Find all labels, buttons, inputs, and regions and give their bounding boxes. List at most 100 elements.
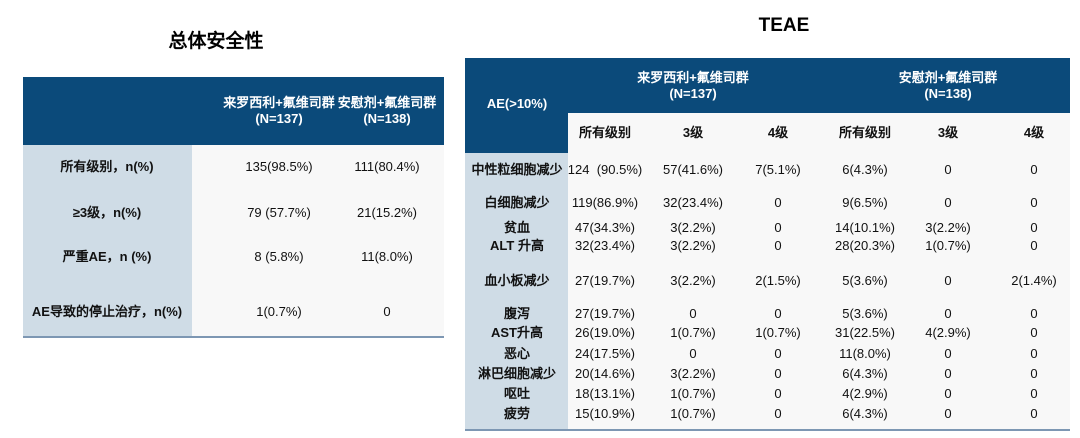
table-cell: 0: [774, 238, 782, 253]
table-cell: 124 (90.5%): [567, 162, 643, 177]
table-cell: 6(4.3%): [842, 366, 888, 381]
row-label: 腹泻: [503, 306, 531, 321]
table-cell: 28(20.3%): [835, 238, 895, 253]
table-cell: 3(2.2%): [670, 273, 716, 288]
table-cell: 3(2.2%): [670, 366, 716, 381]
table-cell: 26(19.0%): [575, 325, 635, 340]
table-cell: 119(86.9%): [571, 195, 639, 210]
table-cell: 6(4.3%): [842, 162, 888, 177]
table-cell: 135(98.5%): [245, 159, 313, 174]
subheader: 4级: [1023, 125, 1045, 140]
table-cell: 5(3.6%): [842, 306, 888, 321]
table-cell: 0: [1030, 238, 1038, 253]
row-label: 白细胞减少: [484, 195, 550, 210]
row-label: 贫血: [503, 220, 531, 235]
table-cell: 47(34.3%): [575, 220, 635, 235]
row-label: 血小板减少: [484, 273, 550, 288]
table-cell: 0: [383, 304, 391, 319]
table-cell: 0: [944, 366, 952, 381]
overall-safety-table: 来罗西利+氟维司群 (N=137) 安慰剂+氟维司群 (N=138) 所有级别，n(…: [23, 77, 444, 338]
table-cell: 21(15.2%): [357, 205, 417, 220]
table-cell: 1(0.7%): [925, 238, 971, 253]
table-cell: 14(10.1%): [835, 220, 895, 235]
label-column: [465, 153, 568, 431]
teae-table: AE(>10%) 来罗西利+氟维司群 (N=137) 安慰剂+氟维司群 (N=138…: [465, 58, 1070, 431]
table-cell: 111(80.4%): [354, 159, 420, 174]
table-cell: 18(13.1%): [575, 386, 635, 401]
table-body: [568, 153, 1070, 431]
table-cell: 0: [944, 386, 952, 401]
table-cell: 0: [944, 162, 952, 177]
table-header: [465, 58, 1070, 113]
table-cell: 0: [1030, 406, 1038, 421]
table-cell: 5(3.6%): [842, 273, 888, 288]
table-cell: 2(1.5%): [755, 273, 801, 288]
row-label: 中性粒细胞减少: [471, 162, 563, 177]
corner-header: [465, 113, 568, 153]
subheader: 4级: [767, 125, 789, 140]
table-cell: 0: [774, 220, 782, 235]
table-header: [23, 77, 444, 145]
table-cell: 0: [944, 346, 952, 361]
table-cell: 0: [944, 406, 952, 421]
row-label: AE导致的停止治疗，n(%): [31, 304, 183, 319]
row-label: 呕吐: [503, 386, 531, 401]
column-header: 安慰剂+氟维司群 (N=138): [337, 95, 437, 126]
table-cell: 0: [1030, 366, 1038, 381]
table-cell: 4(2.9%): [925, 325, 971, 340]
table-cell: 32(23.4%): [575, 238, 635, 253]
table-cell: 0: [774, 306, 782, 321]
table-cell: 1(0.7%): [670, 325, 716, 340]
table-cell: 2(1.4%): [1011, 273, 1057, 288]
column-header: 来罗西利+氟维司群 (N=137): [223, 95, 335, 126]
table-cell: 0: [774, 406, 782, 421]
table-cell: 0: [1030, 306, 1038, 321]
table-cell: 9(6.5%): [842, 195, 888, 210]
table-cell: 6(4.3%): [842, 406, 888, 421]
table-cell: 11(8.0%): [839, 346, 891, 361]
table-cell: 0: [774, 366, 782, 381]
table-cell: 27(19.7%): [575, 306, 635, 321]
row-label: AST升高: [490, 325, 544, 340]
subheader: 所有级别: [838, 125, 892, 140]
row-label: ≥3级，n(%): [72, 205, 142, 220]
table-cell: 0: [1030, 346, 1038, 361]
subheader: 3级: [937, 125, 959, 140]
table-cell: 15(10.9%): [575, 406, 635, 421]
table-cell: 57(41.6%): [663, 162, 723, 177]
subheader: 所有级别: [578, 125, 632, 140]
table-cell: 3(2.2%): [670, 220, 716, 235]
table-cell: 79 (57.7%): [247, 205, 311, 220]
row-label: 所有级别，n(%): [60, 159, 154, 174]
table-cell: 0: [1030, 220, 1038, 235]
table-cell: 27(19.7%): [575, 273, 635, 288]
table-cell: 1(0.7%): [670, 406, 716, 421]
table-cell: 7(5.1%): [755, 162, 801, 177]
bottom-rule: [23, 336, 444, 338]
table-cell: 3(2.2%): [925, 220, 971, 235]
table-cell: 0: [774, 386, 782, 401]
table-cell: 0: [1030, 386, 1038, 401]
table-cell: 0: [774, 195, 782, 210]
table-cell: 31(22.5%): [835, 325, 895, 340]
row-label: 淋巴细胞减少: [477, 366, 557, 381]
subheader: 3级: [682, 125, 704, 140]
bottom-rule: [465, 429, 1070, 431]
table-cell: 1(0.7%): [670, 386, 716, 401]
row-label: 严重AE，n (%): [62, 249, 152, 264]
subheader-row: [568, 113, 1070, 153]
table-cell: 0: [1030, 325, 1038, 340]
table-body: [192, 145, 444, 338]
corner-label: AE(>10%): [486, 96, 548, 111]
table-cell: 24(17.5%): [575, 346, 635, 361]
table-cell: 3(2.2%): [670, 238, 716, 253]
table-cell: 11(8.0%): [361, 249, 413, 264]
table-cell: 0: [944, 195, 952, 210]
table-cell: 0: [1030, 195, 1038, 210]
table-cell: 0: [689, 306, 697, 321]
table-cell: 0: [1030, 162, 1038, 177]
table-cell: 1(0.7%): [256, 304, 302, 319]
table-cell: 1(0.7%): [755, 325, 801, 340]
table-cell: 0: [774, 346, 782, 361]
row-label: 疲劳: [503, 406, 531, 421]
